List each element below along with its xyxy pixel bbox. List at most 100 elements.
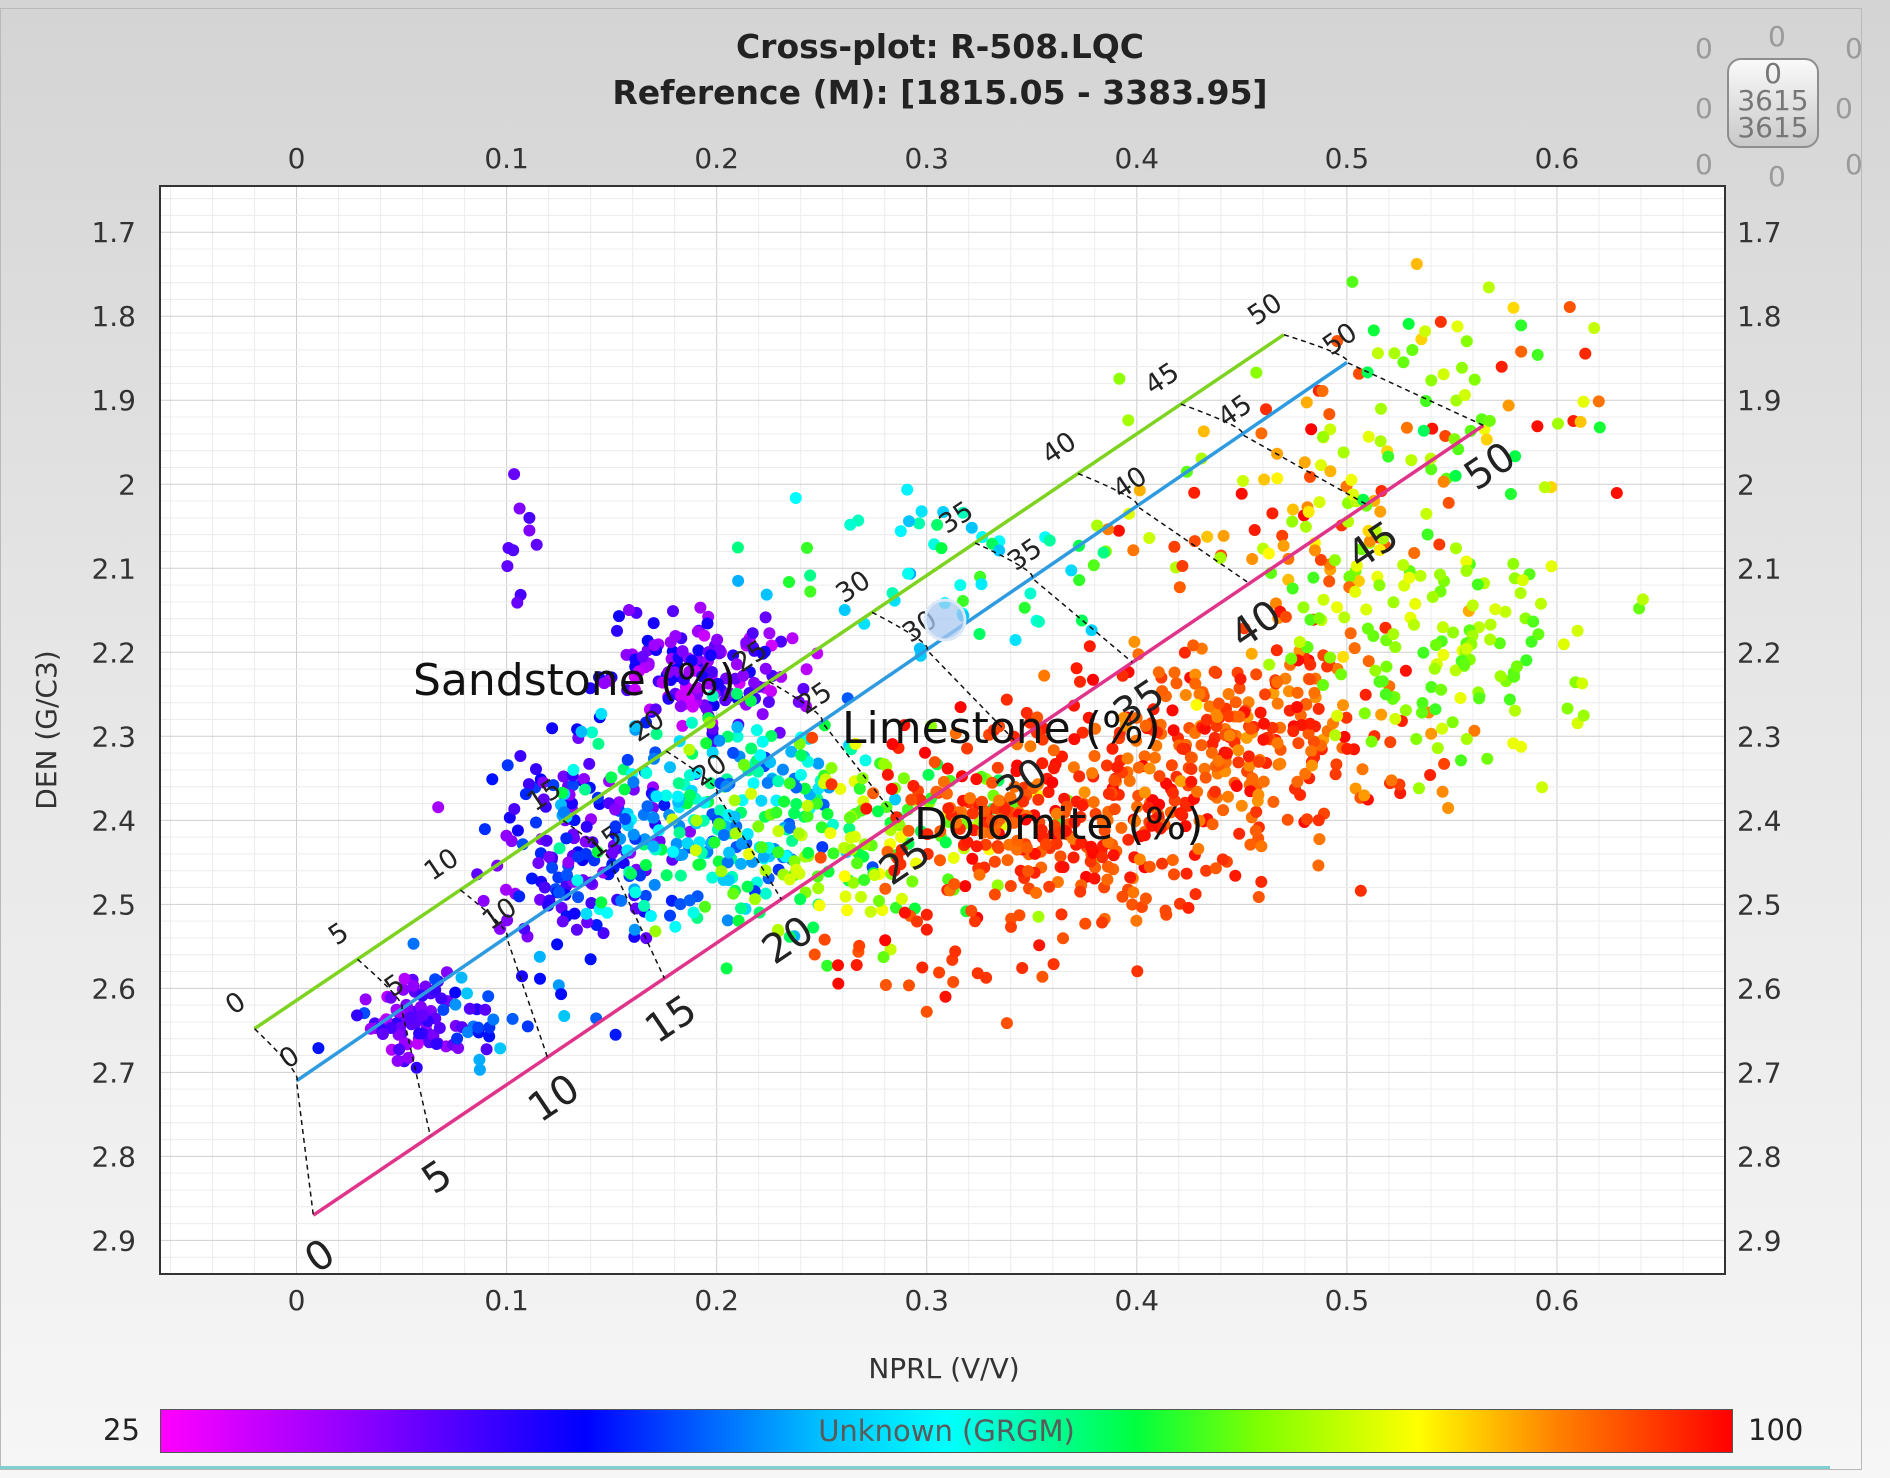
data-point — [727, 887, 740, 900]
data-point — [731, 721, 744, 734]
data-point — [1364, 535, 1376, 548]
data-point — [993, 794, 1006, 807]
data-point — [1276, 529, 1289, 542]
data-point — [359, 993, 372, 1006]
data-point — [1515, 345, 1528, 358]
data-point — [1017, 795, 1030, 808]
data-point — [461, 987, 473, 1000]
data-point — [1271, 697, 1284, 710]
x-tick-label-top: 0.6 — [1535, 142, 1580, 175]
data-point — [1130, 914, 1143, 927]
data-point — [461, 1026, 474, 1039]
data-point — [976, 795, 988, 808]
data-point — [647, 811, 660, 824]
data-point — [1295, 719, 1308, 731]
data-point — [592, 737, 605, 750]
data-point — [1509, 450, 1522, 463]
data-point — [1197, 425, 1210, 438]
data-point — [567, 763, 580, 776]
data-point — [699, 900, 711, 913]
data-point — [638, 899, 650, 912]
data-point — [1468, 724, 1481, 737]
data-point — [538, 881, 551, 894]
data-point — [473, 1053, 486, 1066]
data-point — [712, 855, 725, 868]
data-point — [1010, 765, 1023, 778]
data-point — [1100, 759, 1113, 772]
data-point — [801, 799, 814, 812]
data-point — [1255, 427, 1268, 440]
data-point — [961, 742, 974, 755]
data-point — [1047, 958, 1060, 971]
data-point — [765, 685, 777, 698]
data-point — [681, 837, 694, 850]
data-point — [1126, 898, 1139, 911]
data-point — [1250, 668, 1263, 681]
data-point — [1317, 679, 1329, 691]
data-point — [543, 851, 556, 863]
corner-value-top-left: 0 — [1695, 32, 1713, 65]
data-point — [1503, 693, 1516, 706]
data-point — [463, 1002, 476, 1015]
data-point — [1493, 637, 1506, 650]
data-point — [1359, 688, 1372, 701]
data-point — [1168, 540, 1181, 553]
data-point — [650, 790, 663, 803]
data-point — [941, 762, 954, 775]
data-point — [683, 894, 696, 907]
x-tick-label-top: 0.3 — [904, 142, 949, 175]
data-point — [911, 915, 923, 928]
data-point — [1466, 599, 1479, 612]
data-point — [993, 544, 1006, 557]
corner-scroll-widget[interactable]: 0 0 0 0 0 0 0 0 0 3615 3615 — [1665, 20, 1863, 193]
data-point — [872, 805, 884, 818]
data-point — [479, 1003, 492, 1016]
data-point — [807, 921, 820, 934]
data-point — [1008, 780, 1021, 793]
data-point — [649, 925, 662, 938]
data-point — [1143, 532, 1156, 544]
data-point — [1414, 569, 1427, 582]
data-point — [732, 574, 745, 587]
data-point — [647, 617, 660, 630]
cursor-marker[interactable] — [923, 598, 967, 642]
data-point — [1043, 534, 1056, 547]
data-point — [922, 768, 935, 781]
data-point — [765, 730, 778, 742]
data-point — [797, 682, 810, 695]
data-point — [452, 1042, 465, 1054]
iso-porosity-connector — [665, 750, 783, 900]
data-point — [1187, 639, 1200, 652]
data-point — [920, 1005, 933, 1018]
data-point — [1267, 795, 1280, 808]
data-point — [611, 624, 623, 637]
data-point — [556, 915, 569, 928]
data-point — [621, 753, 634, 766]
data-point — [700, 737, 713, 750]
data-point — [885, 783, 898, 795]
data-point — [1292, 737, 1305, 750]
y-tick-label-left: 1.8 — [91, 300, 136, 333]
data-point — [1121, 752, 1134, 765]
data-point — [961, 836, 974, 849]
data-point — [1400, 421, 1413, 434]
data-point — [1257, 775, 1270, 788]
data-point — [1504, 488, 1517, 500]
data-point — [759, 611, 772, 624]
x-tick-label-top: 0.1 — [484, 142, 529, 175]
data-point — [802, 846, 815, 859]
data-point — [758, 645, 771, 658]
data-point — [1076, 799, 1089, 812]
data-point — [1458, 658, 1471, 671]
data-point — [1356, 763, 1369, 776]
data-point — [939, 836, 952, 849]
data-point — [1323, 408, 1336, 421]
data-point — [879, 979, 892, 991]
corner-knob-button[interactable]: 0 3615 3615 — [1727, 58, 1819, 148]
data-point — [1480, 433, 1493, 446]
data-point — [629, 720, 642, 733]
data-point — [818, 933, 831, 946]
data-point — [1324, 423, 1337, 436]
data-point — [1195, 739, 1208, 752]
